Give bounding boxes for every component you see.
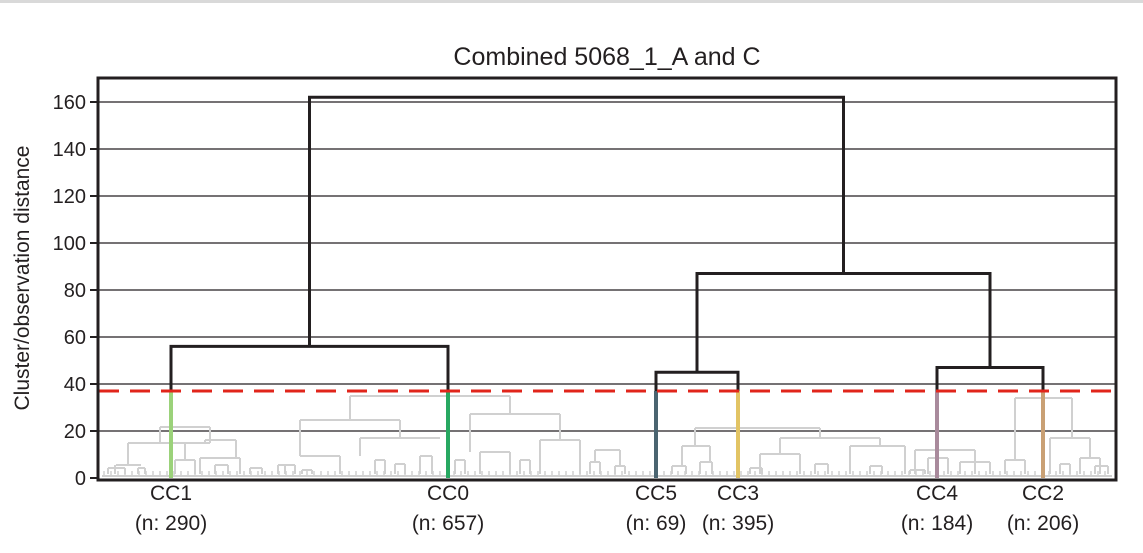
main-tree-links <box>169 95 1045 392</box>
cluster-count-cc0: (n: 657) <box>412 512 484 535</box>
cluster-label-cc3: CC3 <box>717 482 759 505</box>
sub-cluster-branches <box>102 395 1112 477</box>
gridlines <box>98 101 1116 432</box>
cluster-label-cc4: CC4 <box>916 482 958 505</box>
top-divider <box>0 0 1143 3</box>
y-tick-label-0: 0 <box>75 468 86 490</box>
y-tick-label-20: 20 <box>64 421 86 443</box>
y-tick-label-60: 60 <box>64 327 86 349</box>
cluster-label-cc2: CC2 <box>1022 482 1064 505</box>
y-tick-label-120: 120 <box>53 186 86 208</box>
cluster-count-cc2: (n: 206) <box>1007 512 1079 535</box>
y-axis-label: Cluster/observation distance <box>11 146 34 411</box>
cluster-label-cc1: CC1 <box>150 482 192 505</box>
y-tick-label-140: 140 <box>53 139 86 161</box>
cluster-label-cc0: CC0 <box>427 482 469 505</box>
cluster-count-cc1: (n: 290) <box>135 512 207 535</box>
chart-title: Combined 5068_1_A and C <box>453 43 760 71</box>
cluster-count-cc3: (n: 395) <box>702 512 774 535</box>
cluster-count-cc4: (n: 184) <box>901 512 973 535</box>
cluster-labels: CC1 (n: 290) CC0 (n: 657) CC5 (n: 69) CC3 (n: 3… <box>135 482 1079 535</box>
y-tick-label-100: 100 <box>53 233 86 255</box>
y-tick-label-80: 80 <box>64 280 86 302</box>
y-axis-ticks: 0 20 40 60 80 100 120 140 160 <box>53 92 98 490</box>
cluster-label-cc5: CC5 <box>635 482 677 505</box>
cluster-count-cc5: (n: 69) <box>626 512 687 535</box>
plot-frame <box>96 76 1118 482</box>
y-tick-label-160: 160 <box>53 92 86 114</box>
cluster-stems <box>169 391 1045 478</box>
y-tick-label-40: 40 <box>64 374 86 396</box>
